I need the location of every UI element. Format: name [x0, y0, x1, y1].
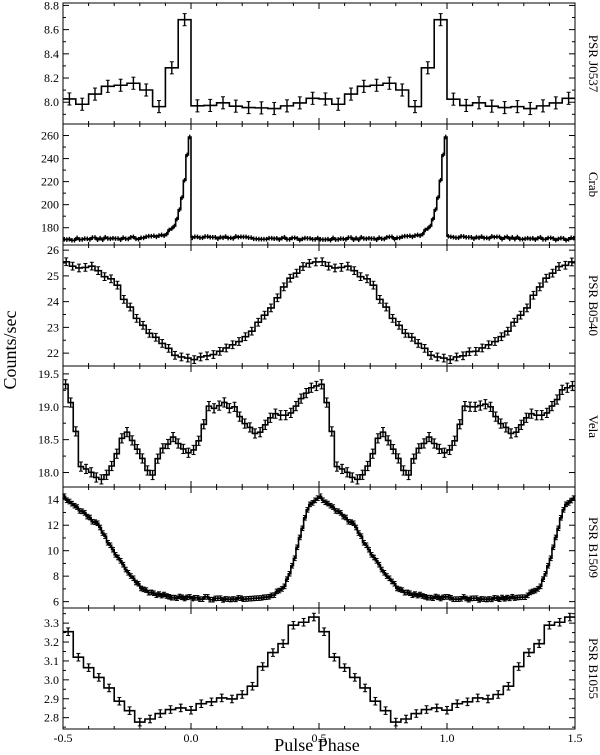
step-line [63, 136, 575, 242]
y-tick-label: 22 [47, 346, 59, 360]
y-tick-label: 8.2 [44, 71, 59, 85]
y-tick-label: 26 [47, 243, 59, 257]
panel-vela: 18.0 18.5 19.0 19.5 Vela [38, 365, 600, 488]
y-tick-label: 12 [47, 518, 59, 532]
panel-psr-b1055: 2.8 2.9 3.0 3.1 3.2 3.3 PSR B1055 [44, 607, 600, 730]
y-tick-label: 8.8 [44, 0, 59, 12]
y-tick-label: 220 [41, 175, 59, 189]
x-tick-labels: -0.5 0.0 0.5 1.0 1.5 [54, 731, 583, 745]
series [63, 612, 575, 727]
y-tick-label: 24 [47, 295, 59, 309]
y-tick-label: 18.0 [38, 466, 59, 480]
x-axis-title: Pulse Phase [274, 735, 360, 755]
y-tick-label: 200 [41, 198, 59, 212]
series [62, 493, 576, 603]
y-tick-label: 3.2 [44, 635, 59, 649]
y-tick-label: 3.0 [44, 673, 59, 687]
y-tick-label: 8.4 [44, 47, 59, 61]
x-tick-label: -0.5 [54, 731, 73, 745]
y-tick-label: 8.0 [44, 95, 59, 109]
panel-crab: 180 200 220 240 260 Crab [41, 123, 600, 246]
y-tick-label: 180 [41, 221, 59, 235]
y-tick-label: 25 [47, 269, 59, 283]
series [63, 379, 575, 485]
y-tick-label: 260 [41, 129, 59, 143]
panel-psr-b1509: 6 8 10 12 14 PSR B1509 [47, 486, 600, 609]
panel-label: Crab [586, 172, 600, 197]
series [63, 134, 575, 243]
panel-label: PSR B1055 [586, 638, 600, 699]
x-tick-label: 0.5 [312, 731, 327, 745]
step-line [63, 260, 575, 361]
step-line [63, 495, 575, 601]
x-tick-label: 1.0 [440, 731, 455, 745]
y-tick-label: 3.3 [44, 616, 59, 630]
panel-psr-j0537: 8.0 8.2 8.4 8.6 8.8 PSR J0537 [44, 0, 600, 125]
step-line [63, 383, 575, 481]
y-tick-label: 23 [47, 320, 59, 334]
x-tick-label: 0.0 [184, 731, 199, 745]
panel-frame [62, 123, 576, 246]
y-tick-label: 8.6 [44, 23, 59, 37]
y-tick-label: 6 [53, 595, 59, 609]
y-tick-label: 2.9 [44, 692, 59, 706]
panel-frame [62, 244, 576, 367]
panel-label: Vela [586, 415, 600, 438]
y-tick-label: 2.8 [44, 711, 59, 725]
y-tick-label: 19.0 [38, 400, 59, 414]
panels: 8.0 8.2 8.4 8.6 8.8 PSR J0537 180 200 220 240 260 C… [38, 0, 600, 730]
y-tick-label: 3.1 [44, 654, 59, 668]
y-tick-label: 18.5 [38, 433, 59, 447]
y-tick-label: 10 [47, 544, 59, 558]
panel-psr-b0540: 22 23 24 25 26 PSR B0540 [47, 243, 600, 367]
series [63, 257, 575, 364]
y-tick-label: 240 [41, 152, 59, 166]
step-line [63, 616, 575, 723]
panel-label: PSR B1509 [586, 517, 600, 578]
series [63, 13, 575, 116]
y-tick-label: 8 [53, 569, 59, 583]
panel-frame [62, 486, 576, 609]
y-tick-label: 19.5 [38, 367, 59, 381]
y-axis-title: Counts/sec [0, 310, 20, 389]
x-tick-label: 1.5 [568, 731, 583, 745]
panel-label: PSR J0537 [586, 35, 600, 93]
step-line [63, 18, 575, 110]
y-tick-label: 14 [47, 493, 59, 507]
panel-label: PSR B0540 [586, 275, 600, 336]
